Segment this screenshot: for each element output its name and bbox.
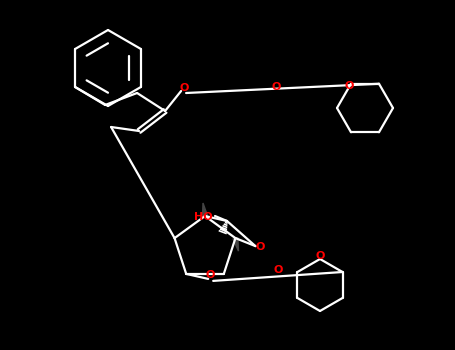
Polygon shape	[233, 238, 238, 251]
Text: O: O	[344, 81, 354, 91]
Text: O: O	[206, 270, 215, 280]
Text: O: O	[179, 83, 189, 93]
Text: O: O	[273, 265, 283, 275]
Text: O: O	[315, 251, 325, 261]
Text: O: O	[256, 242, 265, 252]
Polygon shape	[202, 203, 207, 216]
Text: O: O	[271, 82, 281, 92]
Text: HO: HO	[194, 212, 212, 222]
